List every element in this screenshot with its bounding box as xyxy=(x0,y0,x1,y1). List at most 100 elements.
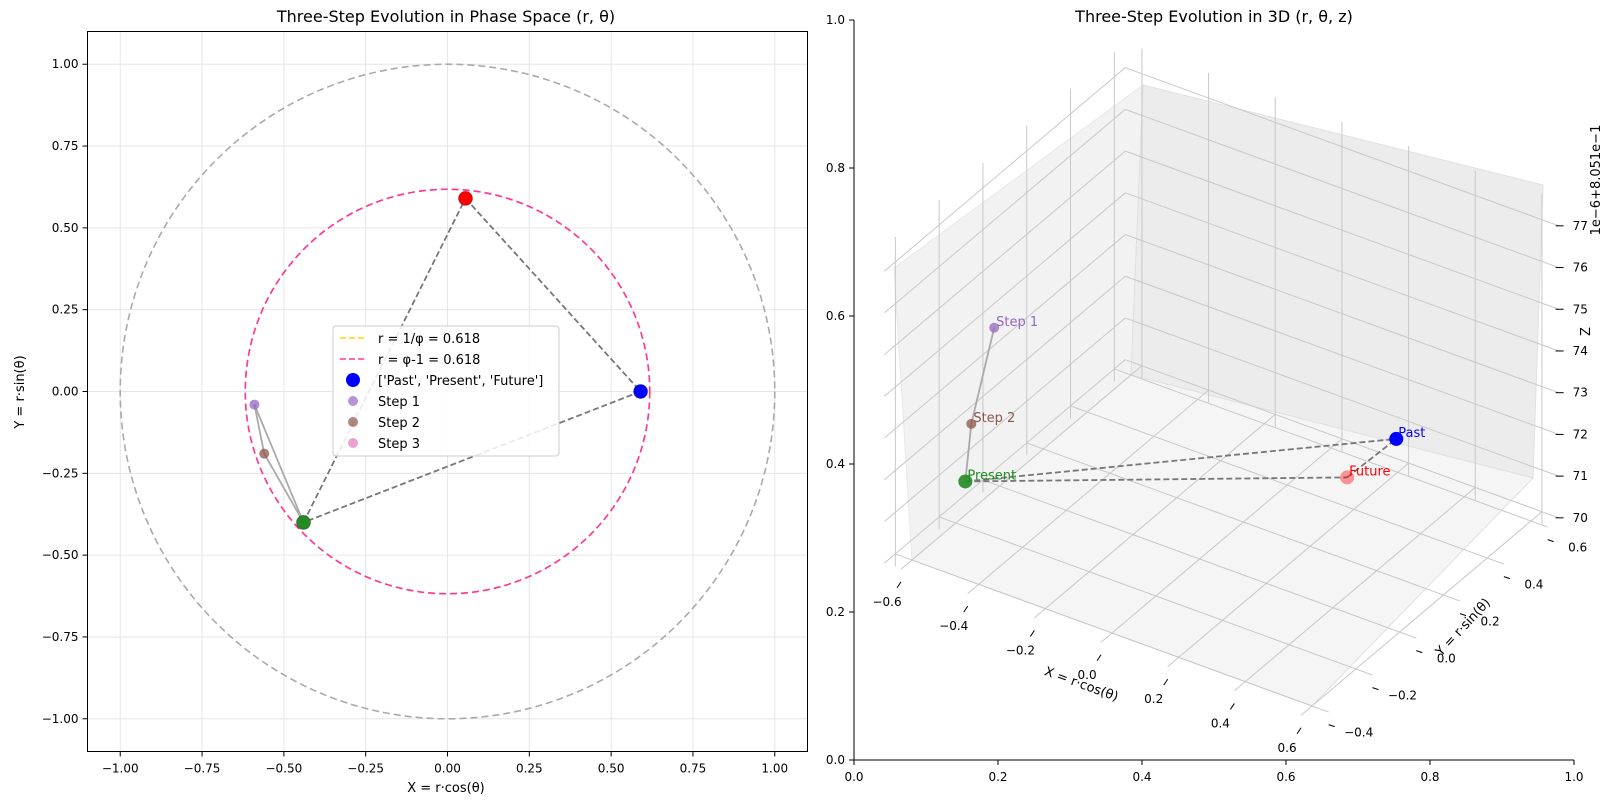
future-point xyxy=(458,190,473,206)
floor-gridline xyxy=(1300,511,1543,716)
y3d-tick-mark xyxy=(1547,539,1554,543)
x3d-tick-mark xyxy=(1163,678,1169,686)
x-tick-label: 1.00 xyxy=(761,762,788,776)
future-3d-point xyxy=(1340,470,1355,485)
3d-z-axis-label: Z xyxy=(1579,327,1594,336)
z3d-tick-label: 77 xyxy=(1573,219,1588,233)
x-tick-label: −0.50 xyxy=(265,762,302,776)
wall-gridline xyxy=(884,67,1126,272)
z3d-tick-label: 70 xyxy=(1573,511,1588,525)
present-point xyxy=(296,514,311,530)
y3d-tick-label: 0.6 xyxy=(1568,541,1587,555)
x3d-tick-mark xyxy=(1029,630,1035,637)
legend-label-phi: r = φ-1 = 0.618 xyxy=(378,353,480,368)
y-tick-label: −0.75 xyxy=(42,630,79,644)
y3d-tick-label: −0.4 xyxy=(1344,726,1373,740)
frame-ticks: 0.0 0.2 0.4 0.6 0.8 1.0 0.0 0.2 0.4 0.6 0.8 1.0 xyxy=(826,13,1584,784)
past-3d-label: Past xyxy=(1398,426,1425,441)
wall-gridline xyxy=(1125,150,1559,310)
wall-gridline xyxy=(1125,67,1559,227)
x-tick-label: −1.00 xyxy=(102,762,139,776)
frame-y-tick-label: 0.6 xyxy=(826,309,845,323)
x3d-tick-label: −0.6 xyxy=(872,595,901,609)
x3d-tick-mark xyxy=(963,605,969,613)
wall-gridline xyxy=(1125,359,1559,519)
step2-3d-point xyxy=(966,418,977,429)
wall-gridline xyxy=(884,234,1126,439)
y3d-tick-label: 0.2 xyxy=(1481,615,1500,629)
floor-gridline xyxy=(900,365,1143,570)
floor-gridline xyxy=(1114,368,1548,528)
floor-gridline xyxy=(967,389,1209,594)
wall-gridline xyxy=(1125,317,1559,477)
y3d-tick-mark xyxy=(1328,724,1335,728)
floor-gridline xyxy=(1026,442,1461,602)
wall-gridline xyxy=(884,275,1126,481)
floor-gridline xyxy=(1034,414,1276,619)
step1-3d-point xyxy=(989,322,1000,333)
legend-marker-step2 xyxy=(348,417,358,427)
y3d-tick-mark xyxy=(1416,650,1423,654)
unit-circle xyxy=(119,63,776,720)
frame-x-tick-label: 1.0 xyxy=(1564,770,1583,784)
present-3d-point xyxy=(958,474,973,489)
step1-3d-label: Step 1 xyxy=(996,315,1038,330)
phase-space-3d-panel: Three-Step Evolution in 3D (r, θ, z) 0.0… xyxy=(826,7,1600,784)
floor-gridline xyxy=(1234,487,1476,692)
trajectory-dashed-line xyxy=(303,390,641,524)
left-x-axis-label: X = r·cos(θ) xyxy=(407,781,485,796)
floor-gridline xyxy=(1070,405,1505,565)
left-y-ticks: −1.00 −0.75 −0.50 −0.25 0.00 0.25 0.50 0.75 1.00 xyxy=(42,57,88,726)
wall-gridline xyxy=(1125,108,1559,269)
legend-label-golden: r = 1/φ = 0.618 xyxy=(378,332,480,347)
y3d-tick-mark xyxy=(1372,687,1379,691)
step2-3d-label: Step 2 xyxy=(973,411,1015,426)
step2-point xyxy=(259,448,270,459)
y3d-tick-mark xyxy=(1459,613,1467,617)
legend-box xyxy=(332,325,560,457)
wall-gridline xyxy=(884,317,1126,522)
z3d-tick-label: 74 xyxy=(1573,344,1588,358)
frame-x-tick-label: 0.4 xyxy=(1132,770,1151,784)
legend-label-step3: Step 3 xyxy=(378,437,420,452)
frame-y-tick-label: 0.0 xyxy=(826,753,845,767)
frame-x-tick-label: 0.8 xyxy=(1420,770,1439,784)
x3d-tick-label: −0.2 xyxy=(1006,643,1035,657)
floor-gridline xyxy=(982,479,1417,639)
y-tick-label: 0.50 xyxy=(52,221,79,235)
y3d-tick-label: 0.0 xyxy=(1437,652,1456,666)
frame-y-tick-label: 1.0 xyxy=(826,13,845,27)
y-tick-label: 1.00 xyxy=(52,57,79,71)
x3d-tick-label: −0.4 xyxy=(939,619,968,633)
3d-axes: −0.6 −0.4 −0.2 0.0 0.2 0.4 0.6 −0.4 −0.2 0.0 0.2 0.… xyxy=(872,219,1587,755)
step-path-line xyxy=(253,404,305,523)
y-tick-label: 0.25 xyxy=(52,303,79,317)
z3d-tick-label: 72 xyxy=(1573,427,1588,441)
legend: r = 1/φ = 0.618 r = φ-1 = 0.618 ['Past',… xyxy=(332,325,560,457)
z3d-tick-label: 76 xyxy=(1573,261,1588,275)
floor-gridline xyxy=(1167,462,1409,667)
step1-point xyxy=(249,399,260,410)
frame-x-tick-label: 0.0 xyxy=(844,770,863,784)
y-tick-label: 0.75 xyxy=(52,139,79,153)
x3d-tick-label: 0.6 xyxy=(1278,741,1297,755)
x-tick-label: 0.50 xyxy=(598,762,625,776)
left-chart-title: Three-Step Evolution in Phase Space (r, … xyxy=(276,7,615,26)
y-tick-label: −0.50 xyxy=(42,548,79,562)
wall-gridline xyxy=(884,192,1126,397)
x-tick-label: 0.25 xyxy=(516,762,543,776)
floor-gridline xyxy=(1100,438,1343,643)
x3d-tick-label: 0.0 xyxy=(1078,668,1097,682)
golden-ratio-circle xyxy=(244,188,651,595)
frame-x-tick-label: 0.2 xyxy=(988,770,1007,784)
legend-marker-step3 xyxy=(348,438,358,448)
y3d-tick-label: −0.2 xyxy=(1388,689,1417,703)
past-point xyxy=(633,384,649,399)
frame-y-tick-label: 0.8 xyxy=(826,161,845,175)
y3d-tick-mark xyxy=(1503,576,1511,580)
y3d-tick-label: 0.4 xyxy=(1524,578,1543,592)
legend-label-step2: Step 2 xyxy=(378,416,420,431)
reference-circles xyxy=(119,63,776,720)
left-x-ticks: −1.00 −0.75 −0.50 −0.25 0.00 0.25 0.50 0.75 1.00 xyxy=(102,751,788,776)
